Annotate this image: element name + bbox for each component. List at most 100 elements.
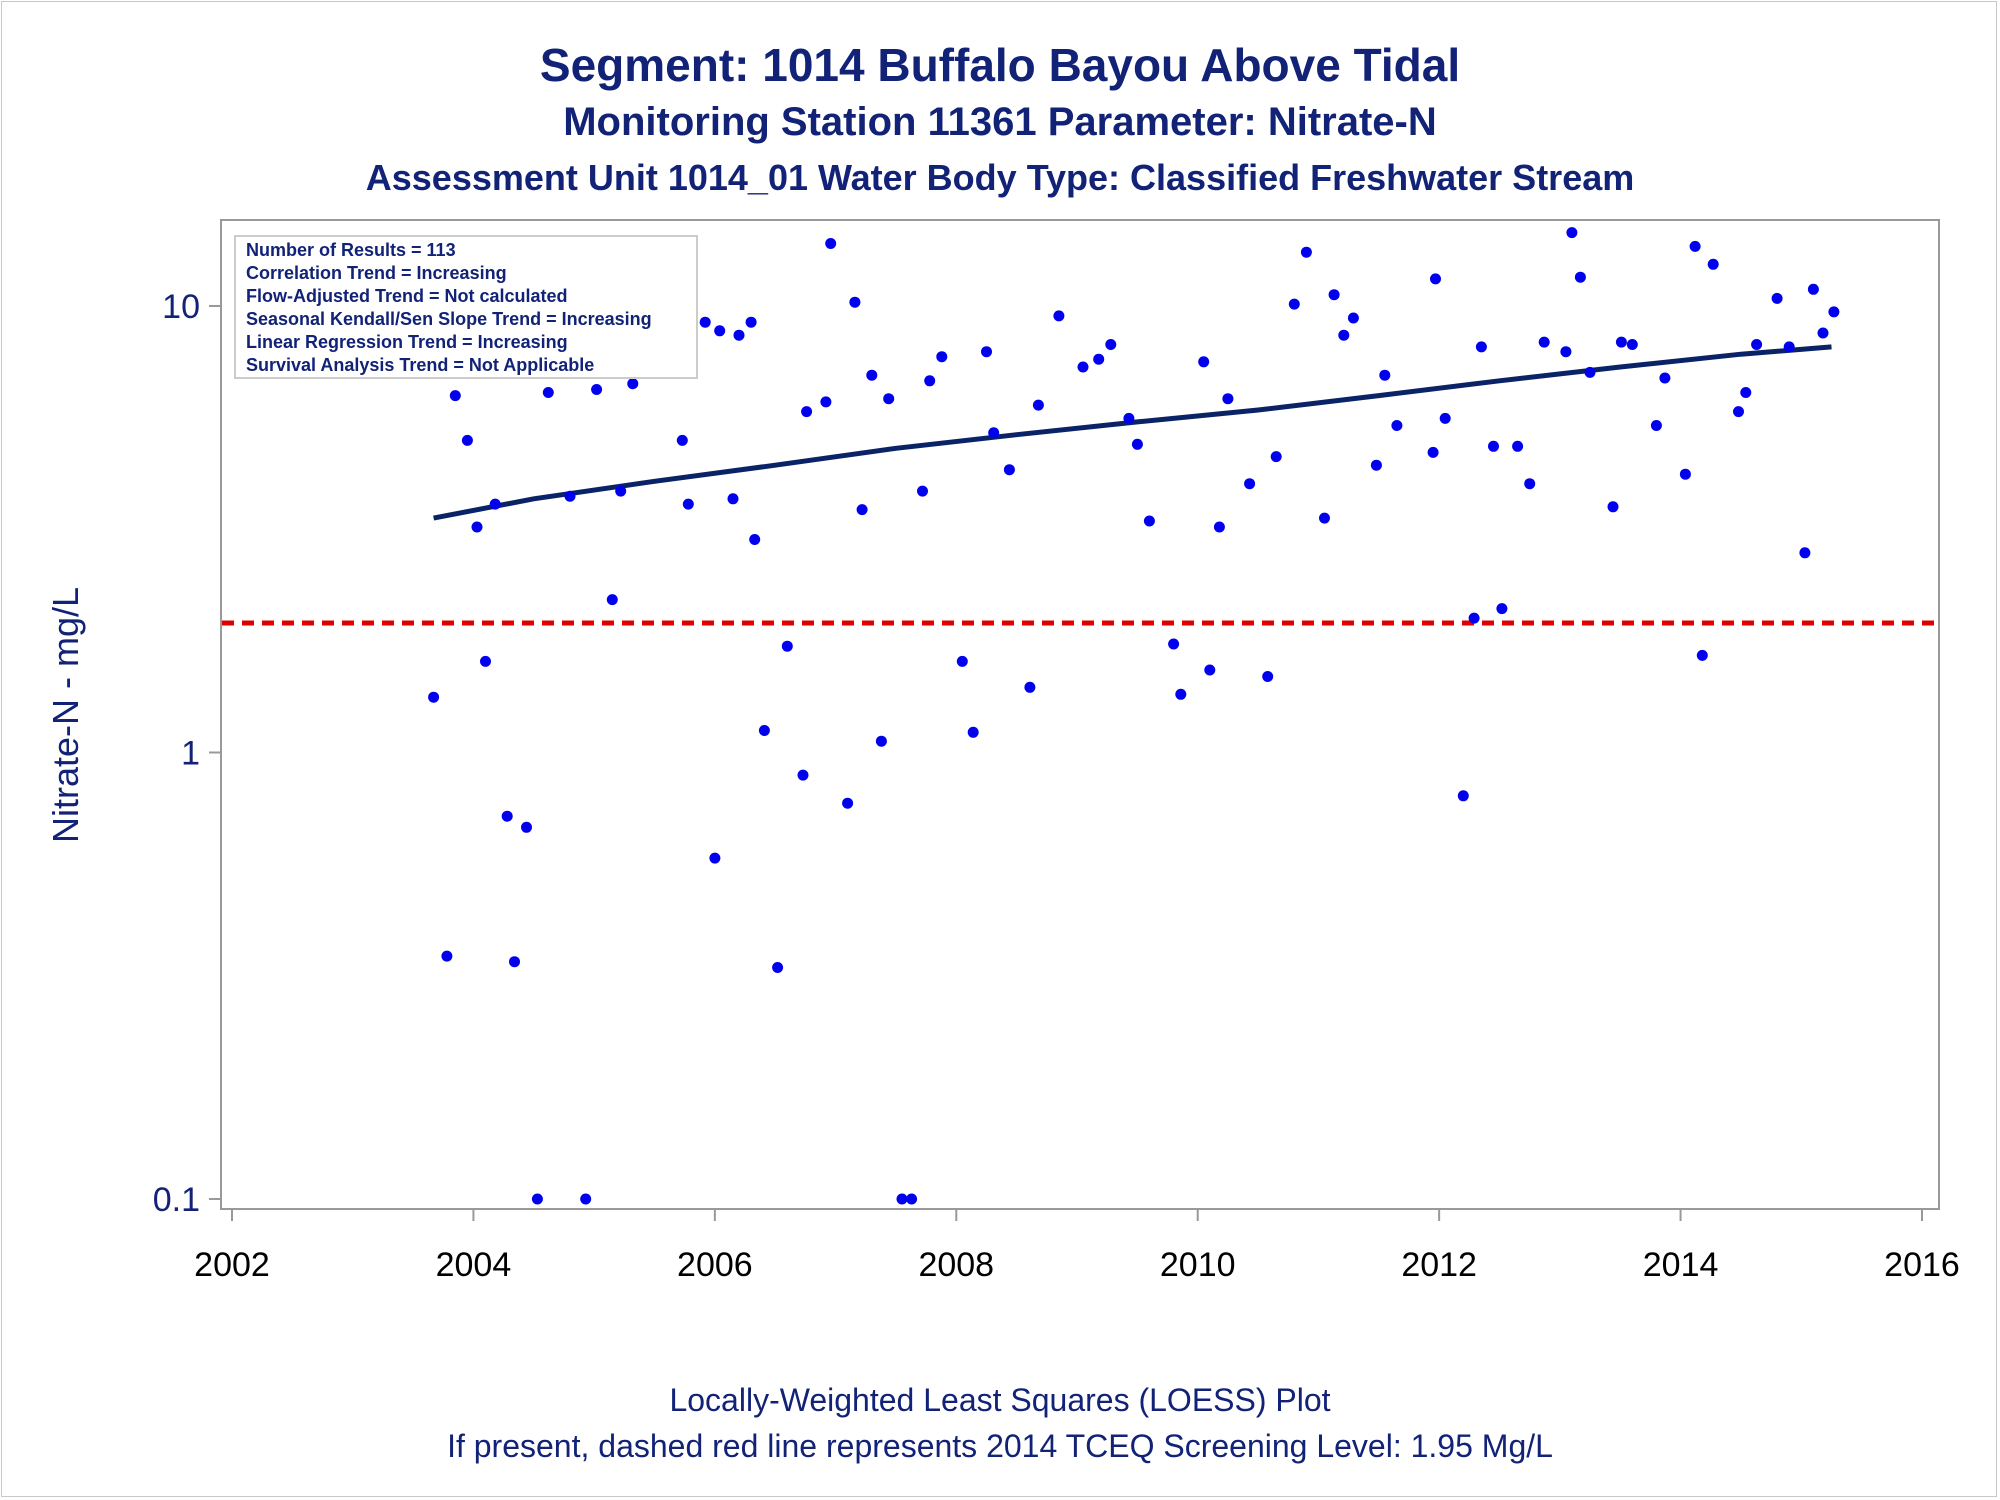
data-point xyxy=(906,1193,918,1205)
data-point xyxy=(501,810,513,822)
trend-legend-box: Number of Results = 113 Correlation Tren… xyxy=(234,235,698,379)
y-tick-label: 0.1 xyxy=(153,1181,200,1219)
plot-area xyxy=(220,219,1940,1210)
data-point xyxy=(1566,227,1578,239)
x-tick-label: 2004 xyxy=(436,1246,512,1284)
data-point xyxy=(441,950,453,962)
data-point xyxy=(1123,412,1135,424)
data-point xyxy=(956,655,968,667)
data-point xyxy=(924,375,936,387)
data-point xyxy=(1707,258,1719,270)
data-point xyxy=(1270,451,1282,463)
data-point xyxy=(1488,440,1499,452)
data-point xyxy=(1222,393,1234,405)
data-point xyxy=(564,490,576,502)
data-point xyxy=(1262,671,1274,682)
data-point xyxy=(1538,336,1550,348)
data-point xyxy=(682,498,694,510)
data-point xyxy=(1771,292,1783,304)
data-point xyxy=(727,493,739,505)
data-point xyxy=(542,387,554,398)
x-tick-label: 2006 xyxy=(677,1246,753,1284)
legend-line-flow-adjusted: Flow-Adjusted Trend = Not calculated xyxy=(246,286,568,306)
legend-line-results: Number of Results = 113 xyxy=(246,240,456,260)
data-point xyxy=(1024,681,1036,693)
data-point xyxy=(1300,246,1312,258)
data-point xyxy=(856,504,868,516)
data-point xyxy=(480,655,491,667)
data-point xyxy=(1560,346,1572,358)
data-point xyxy=(758,725,770,736)
data-point xyxy=(866,369,878,381)
data-point xyxy=(733,329,745,341)
data-point xyxy=(471,521,483,533)
data-point xyxy=(615,485,627,497)
data-point xyxy=(849,296,861,308)
trend-line xyxy=(433,344,1832,521)
data-point xyxy=(521,821,532,833)
data-point xyxy=(1003,464,1015,476)
footnote-loess: Locally-Weighted Least Squares (LOESS) P… xyxy=(669,1382,1331,1418)
data-point xyxy=(1379,369,1391,381)
data-point xyxy=(699,316,711,328)
data-point xyxy=(1427,446,1439,458)
data-point xyxy=(825,238,837,249)
data-point xyxy=(1475,341,1487,353)
data-point xyxy=(1574,271,1586,283)
data-point xyxy=(1799,547,1811,559)
y-tick-label: 1 xyxy=(181,735,200,773)
data-point xyxy=(1650,420,1662,431)
data-point xyxy=(917,485,928,497)
data-point xyxy=(1053,310,1065,322)
x-tick-label: 2002 xyxy=(194,1246,270,1284)
data-point xyxy=(1807,283,1819,295)
data-point xyxy=(1584,366,1596,378)
data-point xyxy=(1143,515,1155,527)
legend-box-border xyxy=(234,235,698,379)
data-point xyxy=(936,351,948,363)
data-point xyxy=(1077,361,1089,373)
x-tick-label: 2008 xyxy=(918,1246,994,1284)
data-point xyxy=(1168,638,1180,650)
data-point xyxy=(1457,790,1469,802)
data-point xyxy=(1439,412,1451,424)
data-point xyxy=(1696,649,1708,661)
data-point xyxy=(1131,438,1143,450)
data-point xyxy=(461,434,473,446)
data-point xyxy=(883,393,895,405)
data-point xyxy=(1244,478,1256,490)
data-point xyxy=(1733,406,1744,418)
x-tick-label: 2016 xyxy=(1884,1246,1960,1284)
x-tick-label: 2012 xyxy=(1401,1246,1477,1284)
data-point xyxy=(449,390,461,402)
data-point xyxy=(1468,612,1480,624)
legend-line-correlation: Correlation Trend = Increasing xyxy=(246,263,507,283)
data-point xyxy=(1328,289,1340,301)
data-point xyxy=(709,852,721,864)
x-tick-label: 2014 xyxy=(1643,1246,1719,1284)
data-point xyxy=(489,498,501,510)
chart-subtitle-station: Monitoring Station 11361 Parameter: Nitr… xyxy=(563,100,1437,144)
footnote-screening-level: If present, dashed red line represents 2… xyxy=(447,1428,1553,1464)
data-point xyxy=(745,316,757,328)
data-point xyxy=(875,735,887,747)
data-point xyxy=(842,797,854,809)
data-point xyxy=(714,325,726,337)
data-point xyxy=(509,956,520,968)
data-point xyxy=(772,962,784,973)
data-point xyxy=(1626,339,1638,350)
y-axis-label: Nitrate-N - mg/L xyxy=(45,587,86,843)
data-point xyxy=(1319,512,1330,524)
data-point xyxy=(1524,478,1536,490)
data-point xyxy=(1512,440,1524,452)
data-point xyxy=(797,769,809,781)
data-point xyxy=(820,396,832,408)
legend-line-survival-analysis: Survival Analysis Trend = Not Applicable xyxy=(246,355,594,375)
data-point xyxy=(580,1193,592,1205)
data-point xyxy=(1370,459,1382,471)
data-point xyxy=(676,434,688,446)
data-point xyxy=(749,534,761,545)
legend-line-seasonal-kendall: Seasonal Kendall/Sen Slope Trend = Incre… xyxy=(246,309,652,329)
